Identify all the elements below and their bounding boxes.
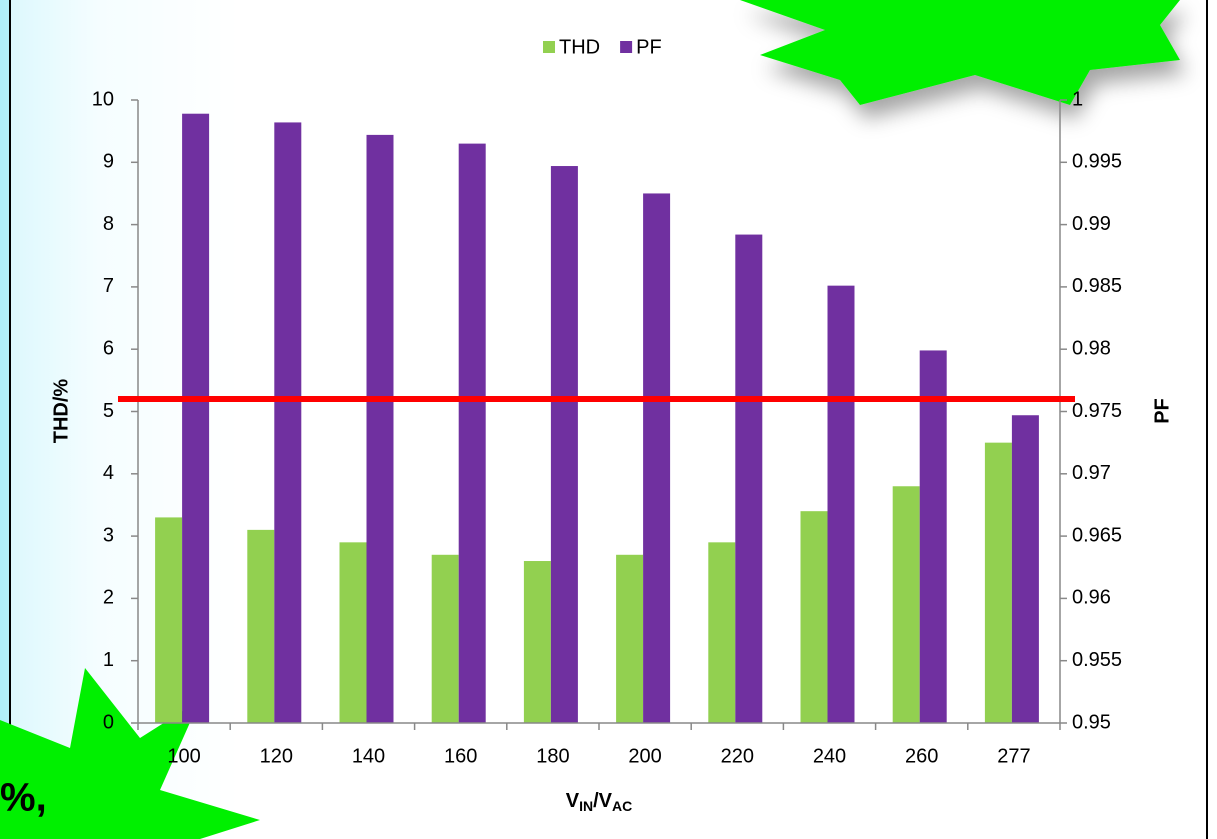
y2-tick-label: 0.965 <box>1072 524 1122 546</box>
bar <box>708 542 735 723</box>
bar <box>367 135 394 723</box>
bar <box>893 486 920 723</box>
bar <box>643 193 670 723</box>
x-axis-label-part: IN <box>579 798 593 814</box>
bar <box>524 561 551 723</box>
callout-text: %, <box>0 776 47 820</box>
y2-tick-label: 1 <box>1072 88 1083 110</box>
bar <box>735 235 762 723</box>
bar <box>155 517 182 723</box>
y2-tick-label: 0.985 <box>1072 275 1122 297</box>
bar <box>340 542 367 723</box>
y-tick-label: 8 <box>103 213 114 235</box>
x-tick-label: 240 <box>813 745 846 767</box>
x-tick-label: 100 <box>167 745 200 767</box>
x-tick-label: 260 <box>905 745 938 767</box>
bar <box>551 166 578 723</box>
y-tick-label: 6 <box>103 337 114 359</box>
y-tick-label: 4 <box>103 462 114 484</box>
x-tick-label: 120 <box>260 745 293 767</box>
y-tick-label: 3 <box>103 524 114 546</box>
x-tick-label: 160 <box>444 745 477 767</box>
x-axis-label-part: AC <box>612 798 632 814</box>
x-axis-label-part: V <box>566 790 580 812</box>
y-tick-label: 7 <box>103 275 114 297</box>
y2-tick-label: 0.995 <box>1072 151 1122 173</box>
x-tick-label: 180 <box>536 745 569 767</box>
bar <box>828 286 855 723</box>
y-tick-label: 0 <box>103 711 114 733</box>
bar <box>182 114 209 723</box>
bar <box>985 443 1012 723</box>
bar <box>920 350 947 723</box>
y2-tick-label: 0.99 <box>1072 213 1111 235</box>
x-tick-label: 200 <box>628 745 661 767</box>
y2-tick-label: 0.975 <box>1072 400 1122 422</box>
bar <box>616 555 643 723</box>
y-tick-label: 9 <box>103 151 114 173</box>
y2-axis-label: PF <box>1151 398 1173 424</box>
x-axis-label-part: /V <box>593 790 613 812</box>
page: %, THD/% PF VIN/VAC 0 1 2 3 4 5 6 7 8 9 10 0.95 0.95… <box>0 0 1217 839</box>
x-tick-label: 220 <box>721 745 754 767</box>
legend-swatch <box>543 41 555 53</box>
y-tick-label: 2 <box>103 587 114 609</box>
legend-label: PF <box>636 36 662 58</box>
y-tick-label: 10 <box>92 88 114 110</box>
y2-tick-label: 0.97 <box>1072 462 1111 484</box>
y-tick-label: 1 <box>103 649 114 671</box>
bar <box>1012 415 1039 723</box>
bar <box>432 555 459 723</box>
x-tick-label: 277 <box>997 745 1030 767</box>
y2-tick-label: 0.95 <box>1072 711 1111 733</box>
x-tick-label: 140 <box>352 745 385 767</box>
bar <box>247 530 274 723</box>
y2-tick-label: 0.98 <box>1072 337 1111 359</box>
y-axis-label: THD/% <box>50 379 72 444</box>
bar <box>274 122 301 723</box>
y-tick-label: 5 <box>103 400 114 422</box>
chart: %, THD/% PF VIN/VAC 0 1 2 3 4 5 6 7 8 9 10 0.95 0.95… <box>0 0 1217 839</box>
legend-label: THD <box>559 36 600 58</box>
bar <box>459 144 486 723</box>
bar <box>801 511 828 723</box>
y2-tick-label: 0.955 <box>1072 649 1122 671</box>
legend-swatch <box>620 41 632 53</box>
y2-tick-label: 0.96 <box>1072 587 1111 609</box>
